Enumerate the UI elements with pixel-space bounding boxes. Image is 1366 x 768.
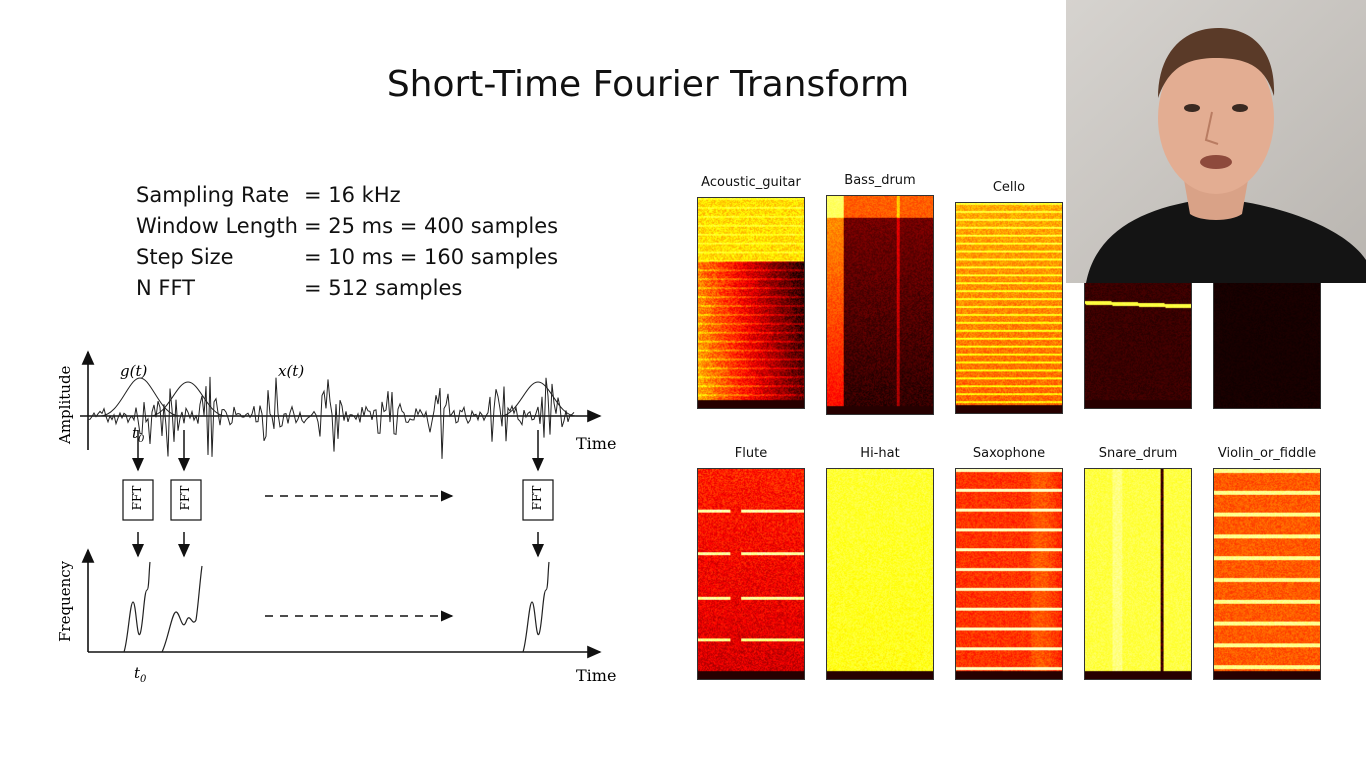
t0-bottom-label: t0: [134, 664, 147, 685]
spectrogram-label: Bass_drum: [844, 173, 916, 188]
spectrogram-label: Violin_or_fiddle: [1217, 446, 1317, 461]
spectrum-1: [123, 561, 151, 653]
time-label-bottom: Time: [576, 666, 616, 685]
fft-label: FFT: [178, 486, 192, 511]
window-g-2: [149, 381, 227, 417]
fft-box-1: [122, 479, 154, 521]
spectrogram-label: Cello: [992, 180, 1026, 195]
stft-parameters: Sampling Rate = 16 kHz Window Length = 2…: [136, 180, 558, 304]
slide-title: Short-Time Fourier Transform: [386, 64, 910, 105]
spectrum-3: [522, 561, 550, 653]
spectrogram-image: [826, 195, 934, 415]
window-g-1: [99, 377, 181, 417]
stft-diagram-svg: Amplitude Time g(t) x(t) t0 FFT FFT FFT …: [56, 350, 616, 685]
spectrogram-image: [826, 468, 934, 680]
t0-top-label: t0: [132, 424, 145, 445]
spectrogram-image: [697, 468, 805, 680]
spectrogram-image: [955, 468, 1063, 680]
param-value: = 16 kHz: [304, 183, 401, 207]
spectrum-2: [161, 565, 203, 653]
spectrogram-label: Hi-hat: [860, 446, 900, 461]
spectrogram-image: [1084, 468, 1192, 680]
spectrogram-image: [697, 197, 805, 409]
param-n-fft: N FFT = 512 samples: [136, 273, 558, 304]
param-value: = 512 samples: [304, 276, 463, 300]
presenter-webcam: [1066, 0, 1366, 283]
spectrogram-label: Acoustic_guitar: [701, 175, 801, 190]
stft-diagram: Amplitude Time g(t) x(t) t0 FFT FFT FFT …: [40, 340, 630, 694]
param-window-length: Window Length = 25 ms = 400 samples: [136, 211, 558, 242]
spectrogram-label: Saxophone: [972, 446, 1046, 461]
param-label: N FFT: [136, 276, 196, 300]
param-value: = 10 ms = 160 samples: [304, 245, 559, 269]
fft-box-3: [522, 479, 554, 521]
amplitude-label: Amplitude: [56, 365, 74, 445]
signal-label: x(t): [278, 362, 304, 380]
param-value: = 25 ms = 400 samples: [304, 214, 559, 238]
param-label: Sampling Rate: [136, 183, 290, 207]
param-label: Window Length: [136, 214, 298, 238]
spectrogram-label: Flute: [734, 446, 768, 461]
param-step-size: Step Size = 10 ms = 160 samples: [136, 242, 558, 273]
window-label: g(t): [120, 362, 147, 380]
window-g-3: [499, 381, 577, 417]
param-label: Step Size: [136, 245, 234, 269]
time-label-top: Time: [576, 434, 616, 453]
signal-x: [87, 376, 575, 459]
frequency-label: Frequency: [56, 560, 74, 642]
fft-box-2: [170, 479, 202, 521]
fft-label: FFT: [530, 486, 544, 511]
presenter-avatar: [1066, 0, 1366, 283]
param-sampling-rate: Sampling Rate = 16 kHz: [136, 180, 558, 211]
spectrogram-label: Snare_drum: [1098, 446, 1178, 461]
spectrogram-image: [955, 202, 1063, 414]
spectrogram-image: [1213, 468, 1321, 680]
fft-label: FFT: [130, 486, 144, 511]
